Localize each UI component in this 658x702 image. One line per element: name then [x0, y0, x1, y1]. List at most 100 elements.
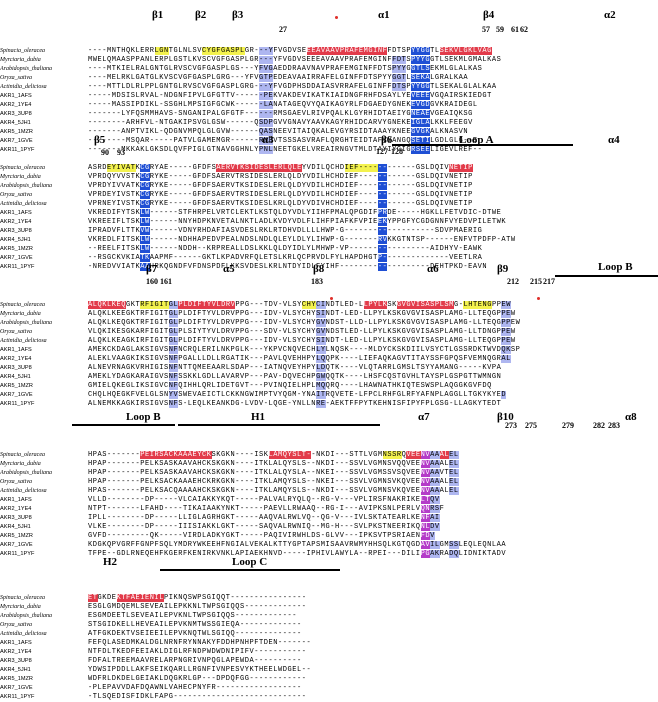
structure-label: 217 [543, 277, 555, 286]
structure-label: 183 [311, 277, 323, 286]
sequence-row: --REELFITSKLW------NDDH--KRPREALLDSLKKLQ… [88, 245, 483, 253]
sequence-row: ----MNTHQKLERRLGNTGLNLSVCYGFGASPLGR---YF… [88, 47, 492, 55]
sequence-row: ALEKLVAAGKIKSIGVSNFPGALLLDLLRGATIK---PAV… [88, 355, 511, 363]
sequence-name: Spinacia_oleracea [0, 452, 45, 458]
sequence-row: -NREDVVIATKAAHRKQGNDFVFDNSPDFLKKSVDESLKR… [88, 263, 488, 271]
sequence-name: Actinidia_deliciosa [0, 488, 47, 494]
sequence-name: Myrciaria_dubia [0, 57, 41, 63]
sequence-row: VPRDQYVVSTKCGRYKE-----GFDFSAERVTRSIDESLE… [88, 173, 473, 181]
sequence-row: HPAS-------PEIRSACKAAAEYCKSKGKN----ISKLA… [88, 451, 459, 459]
sequence-row: ETGKDEKTFAEIENILPIKNQSWPSGIQQT----------… [88, 594, 307, 602]
sequence-name: AKR11_1PYF [0, 401, 35, 407]
sequence-row: VKREEIFLTSKLW------NNYHDPKNVETALNKTLADLK… [88, 218, 507, 226]
sequence-name: AKR7_1GVE [0, 138, 33, 144]
key-residue-marker [330, 297, 333, 300]
structure-label: 128 [391, 147, 403, 156]
sequence-name: Myrciaria_dubia [0, 311, 41, 317]
sequence-name: AKR4_5JH1 [0, 374, 31, 380]
structure-label: α2 [604, 9, 616, 21]
sequence-name: AKR3_3UP8 [0, 228, 32, 234]
structure-label: α5 [223, 263, 235, 275]
sequence-name: AKR3_3UP8 [0, 365, 32, 371]
structure-label: α7 [418, 411, 430, 423]
sequence-row: FEFQLASEDMKALDGLNRNFRYNNAKYFDDHPNHPFTDEN… [88, 639, 312, 647]
loop-bar [72, 424, 175, 426]
sequence-name: AKR3_3UP8 [0, 111, 32, 117]
sequence-name: AKR2_1YE4 [0, 219, 32, 225]
sequence-name: AKR2_1YE4 [0, 356, 32, 362]
structure-label: α4 [608, 134, 620, 146]
sequence-row: HPAS-------PELKSACQAAAAHCKSKGKN----ITKLA… [88, 487, 459, 495]
sequence-row: NTFDLTKEDFEEIAKLDIGLRFNDPWDWDNIPIFV-----… [88, 648, 307, 656]
sequence-row: ESGLGMDQEMLSEVEAILEPKKNLTWPSGIQQS-------… [88, 603, 307, 611]
sequence-row: ----MELRKLGATGLKVSCVGFGASPLGRG---YFVGTPE… [88, 74, 469, 82]
sequence-row: FDFALTREEMAAVRELARPNGRIVNPQGLAPEWDA-----… [88, 657, 302, 665]
sequence-name: AKR2_1YE4 [0, 506, 32, 512]
sequence-name: AKR7_1GVE [0, 542, 33, 548]
sequence-name: Arabidopsis_thaliana [0, 320, 53, 326]
structure-label: Loop A [459, 134, 494, 146]
sequence-name: Myrciaria_dubia [0, 461, 41, 467]
sequence-row: ATFGKDEKTVSEIEEILEPVKNQTWLSGIQQ---------… [88, 630, 302, 638]
sequence-name: Oryza_sativa [0, 622, 32, 628]
structure-label: 273 [505, 421, 517, 430]
key-residue-marker [335, 16, 338, 19]
sequence-row: VPRDYIVVATKCGRYKE-----GFDFSAERVTKSIDESLE… [88, 182, 473, 190]
structure-label: 127 [376, 147, 388, 156]
sequence-row: ALNEVRNAGKVRHIGISNFNTTQMEEAARLSDAP---IAT… [88, 364, 502, 372]
structure-label: β9 [497, 263, 509, 275]
structure-label: 27 [279, 25, 287, 34]
sequence-row: ASRDEYIVATKCGRYAE-----GFDFSAERVTKSIDESLE… [88, 164, 473, 172]
sequence-row: VPRDEYIVSTKCGRYKE-----GFDFSAERVTRSIDESLE… [88, 191, 473, 199]
structure-label: Loop B [126, 411, 161, 423]
sequence-name: Myrciaria_dubia [0, 174, 41, 180]
sequence-name: Myrciaria_dubia [0, 604, 41, 610]
structure-label: α6 [427, 263, 439, 275]
sequence-name: Oryza_sativa [0, 192, 32, 198]
sequence-name: AKR4_5JH1 [0, 524, 31, 530]
structure-label: 57 [482, 25, 490, 34]
sequence-name: AKR3_3UP8 [0, 515, 32, 521]
sequence-name: Arabidopsis_thaliana [0, 613, 53, 619]
structure-label: α3 [262, 134, 274, 146]
sequence-row: VPRNEYIVSTKCGRYKE-----GFDFSAERVTKSIDESLK… [88, 200, 473, 208]
structure-label: α8 [625, 411, 637, 423]
sequence-name: Actinidia_deliciosa [0, 84, 47, 90]
sequence-name: Spinacia_oleracea [0, 165, 45, 171]
sequence-name: AKR2_1YE4 [0, 649, 32, 655]
structure-label: β1 [152, 9, 164, 21]
structure-label: 282 [593, 421, 605, 430]
sequence-row: ESGMDEETLSEVEAILEPVKNLTWPSGIQQS---------… [88, 612, 298, 620]
structure-label: 90 [101, 148, 109, 157]
sequence-name: AKR1_1AFS [0, 93, 32, 99]
sequence-name: AKR1_1AFS [0, 497, 32, 503]
sequence-row: VKREDLFITSKLW------NDHHAPEDVPEALNDSLNDLQ… [88, 236, 516, 244]
sequence-row: GMIELQKEGLIKSIGVCNFQIHHLQRLIDETGVT---PVI… [88, 382, 492, 390]
sequence-row: YDWSIPDDLLAKFSEIKQARLLRGNFIVNPESVYKTHEEL… [88, 666, 312, 674]
sequence-name: AKR5_1MZR [0, 383, 33, 389]
sequence-row: -----MASSIPDIKL-SSGHLMPSIGFGCWK------LAN… [88, 101, 478, 109]
structure-label: β10 [497, 411, 514, 423]
structure-label: H1 [251, 411, 266, 423]
structure-label: 212 [507, 277, 519, 286]
structure-label: 93 [117, 148, 125, 157]
sequence-name: Arabidopsis_thaliana [0, 183, 53, 189]
structure-label: α1 [378, 9, 390, 21]
sequence-row: IPLL--------DP-----LLIGLAGRHGKT-----AAQV… [88, 514, 440, 522]
sequence-row: AMEKLYDAGKARAIGVSNFSSKKLGDLLAVARVP---PAV… [88, 373, 502, 381]
sequence-row: -PLEPAVVDAFDQAWNLVAHECPNYFR-------------… [88, 684, 302, 692]
sequence-row: ALQKLKEQGKTRFIGITGLPLDIFTYVLDRVPPG---TDV… [88, 301, 511, 309]
structure-label: 160 [146, 277, 158, 286]
sequence-name: AKR1_1AFS [0, 210, 32, 216]
sequence-row: VLLD--------DP-----VLCAIAKKYKQT-----PALV… [88, 496, 440, 504]
sequence-name: AKR7_1GVE [0, 255, 33, 261]
sequence-name: AKR11_1PYF [0, 694, 35, 700]
sequence-row: --RSGCKVKIATKAAPMF------GKTLKPADVRFQLETS… [88, 254, 483, 262]
sequence-name: AKR11_1PYF [0, 264, 35, 270]
sequence-row: AMEKCKDAGLAKSIGVSNFNCRQLERILNKPGLK---YKP… [88, 346, 521, 354]
sequence-row: VKREDIFYTSKLW------STFHRPELVRTCLEKTLKSTQ… [88, 209, 502, 217]
structure-label: 279 [562, 421, 574, 430]
sequence-name: AKR4_5JH1 [0, 120, 31, 126]
sequence-name: Actinidia_deliciosa [0, 201, 47, 207]
sequence-name: Spinacia_oleracea [0, 302, 45, 308]
